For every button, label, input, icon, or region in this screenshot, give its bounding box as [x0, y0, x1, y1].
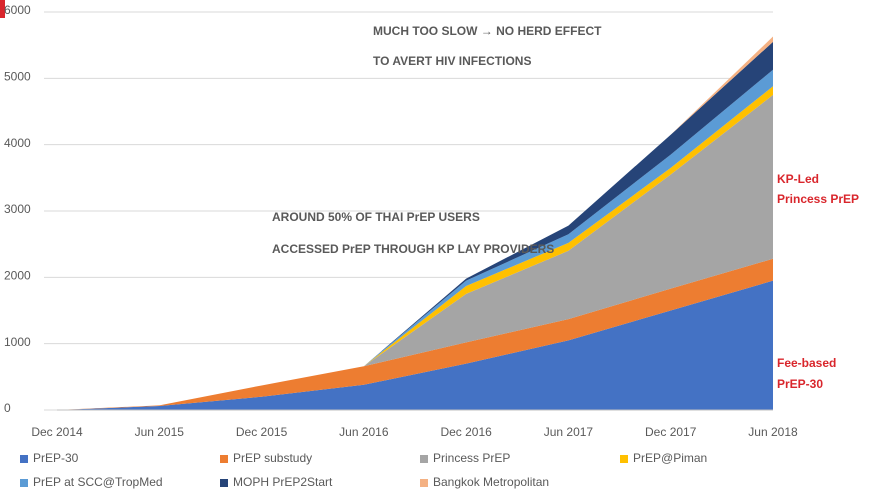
y-tick-label: 5000	[4, 70, 31, 84]
x-tick-label: Jun 2015	[135, 425, 185, 439]
y-tick-label: 3000	[4, 202, 31, 216]
annotation: TO AVERT HIV INFECTIONS	[373, 54, 531, 68]
annotation: Fee-based	[777, 356, 836, 370]
legend-swatch	[220, 455, 228, 463]
y-tick-label: 4000	[4, 136, 31, 150]
legend-label: Princess PrEP	[433, 451, 510, 465]
legend-swatch	[420, 479, 428, 487]
y-tick-label: 2000	[4, 269, 31, 283]
x-tick-label: Jun 2016	[339, 425, 389, 439]
annotation: KP-Led	[777, 172, 819, 186]
x-tick-label: Dec 2015	[236, 425, 288, 439]
legend-swatch	[20, 479, 28, 487]
legend-label: PrEP at SCC@TropMed	[33, 475, 163, 489]
legend-swatch	[20, 455, 28, 463]
legend-label: PrEP-30	[33, 451, 79, 465]
annotation: ACCESSED PrEP THROUGH KP LAY PROVIDERS	[272, 242, 554, 256]
area	[57, 280, 773, 410]
legend-label: Bangkok Metropolitan	[433, 475, 549, 489]
legend-label: PrEP substudy	[233, 451, 312, 465]
annotation: MUCH TOO SLOW → NO HERD EFFECT	[373, 24, 602, 38]
legend-swatch	[220, 479, 228, 487]
annotation: PrEP-30	[777, 377, 823, 391]
accent-bar	[0, 0, 5, 18]
y-tick-label: 1000	[4, 335, 31, 349]
legend-swatch	[620, 455, 628, 463]
legend-label: PrEP@Piman	[633, 451, 707, 465]
x-tick-label: Jun 2017	[544, 425, 594, 439]
legend-label: MOPH PrEP2Start	[233, 475, 333, 489]
y-tick-label: 0	[4, 401, 11, 415]
x-tick-label: Dec 2016	[440, 425, 492, 439]
x-tick-label: Jun 2018	[748, 425, 798, 439]
y-tick-label: 6000	[4, 3, 31, 17]
annotation: Princess PrEP	[777, 192, 859, 206]
area	[57, 94, 773, 411]
legend-swatch	[420, 455, 428, 463]
x-tick-label: Dec 2014	[31, 425, 83, 439]
x-tick-label: Dec 2017	[645, 425, 697, 439]
annotation: AROUND 50% OF THAI PrEP USERS	[272, 210, 480, 224]
